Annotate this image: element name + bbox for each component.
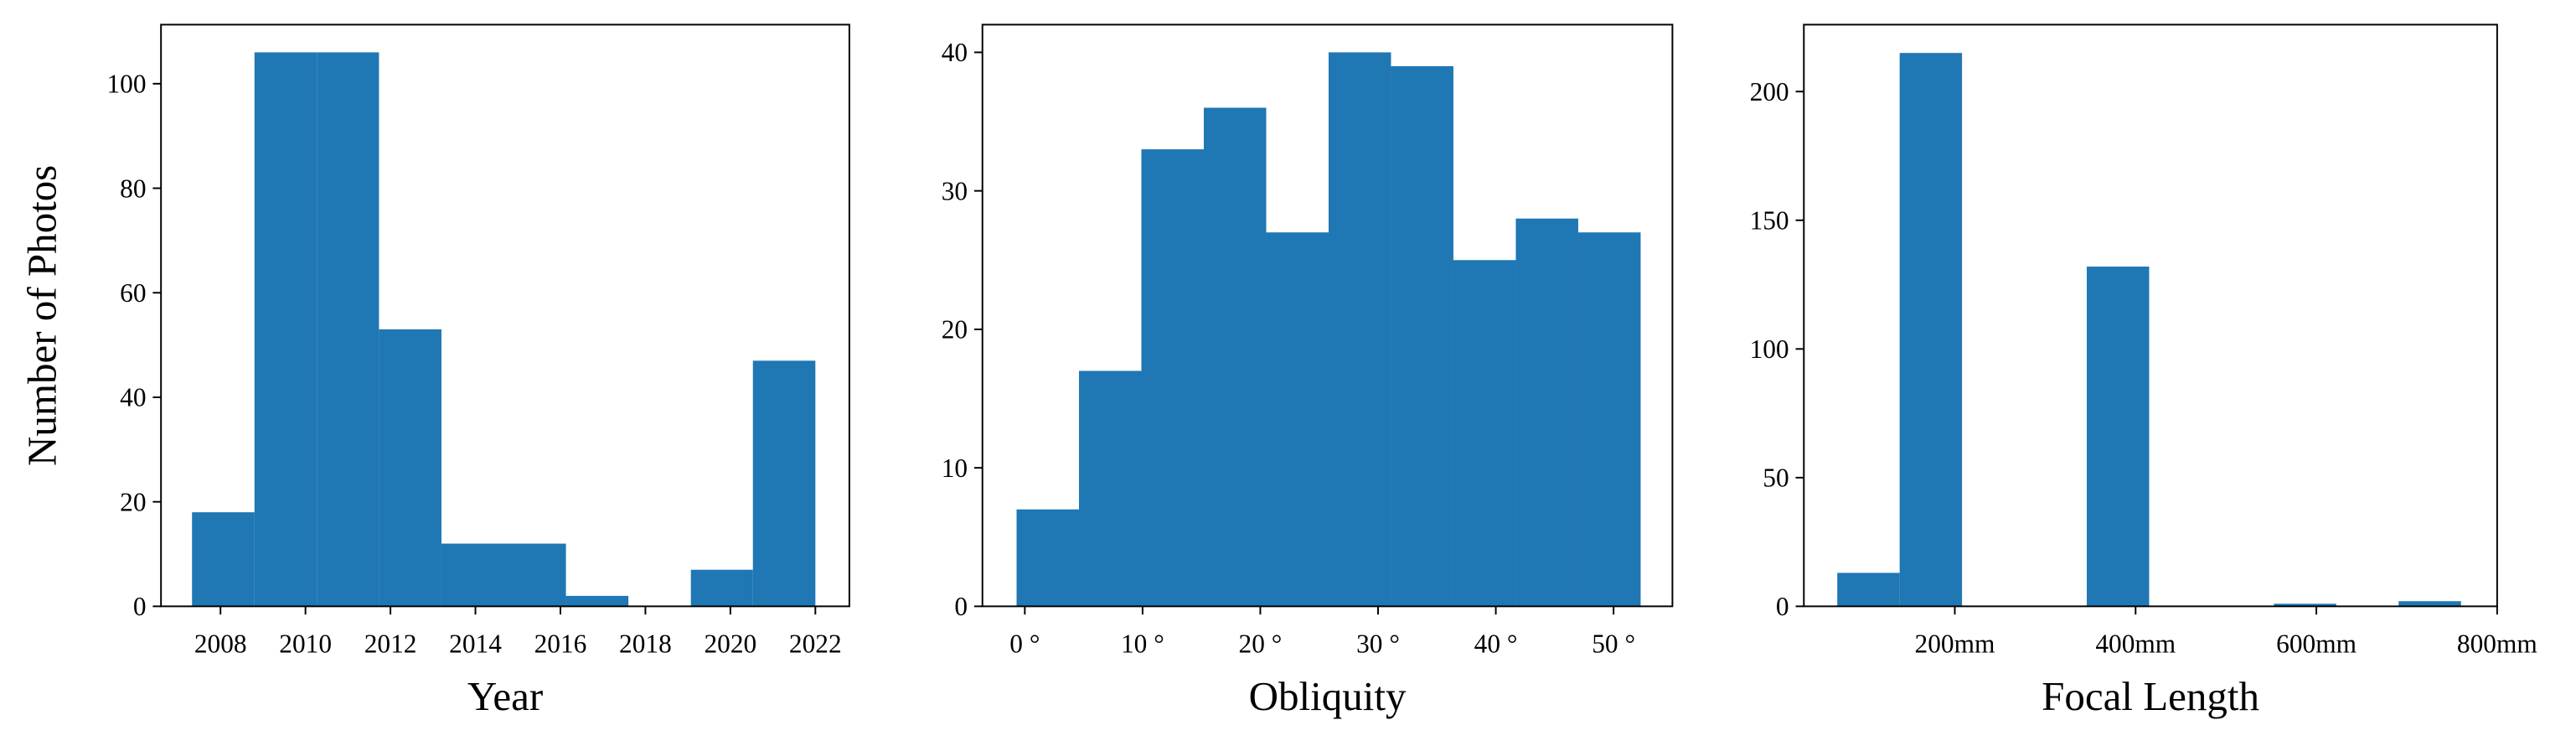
x-tick-label: 600mm [2276, 629, 2357, 658]
axes-frame [981, 23, 1674, 608]
bar [503, 543, 566, 607]
x-axis-label: Obliquity [1249, 673, 1407, 719]
y-tick-label: 40 [120, 383, 146, 412]
bar [1141, 149, 1204, 607]
bar [1328, 52, 1391, 607]
x-axis-label: Focal Length [2042, 673, 2259, 719]
bar [1203, 107, 1267, 607]
bar [1078, 370, 1142, 607]
y-tick-label: 80 [120, 174, 146, 203]
bar [690, 569, 753, 607]
bar [752, 360, 816, 607]
bar [379, 329, 441, 607]
bar [254, 52, 317, 607]
bar [2274, 604, 2336, 607]
subplot: 0 20 40 60 80 100 2008 2010 2012 2014 2016 2018 2020… [19, 23, 850, 719]
x-tick-label: 800mm [2457, 629, 2537, 658]
x-tick-label: 20 ° [1239, 629, 1283, 658]
x-tick-label: 2014 [449, 629, 502, 658]
axes-frame [160, 23, 850, 608]
x-tick-label: 400mm [2095, 629, 2176, 658]
x-tick-label: 2016 [534, 629, 587, 658]
bar [1266, 232, 1329, 607]
bar [2398, 601, 2461, 607]
y-tick-label: 20 [120, 487, 146, 516]
y-tick-label: 10 [942, 453, 968, 483]
y-tick-label: 0 [1776, 592, 1789, 621]
x-tick-label: 2008 [194, 629, 247, 658]
x-tick-label: 2018 [619, 629, 672, 658]
y-tick-label: 50 [1763, 464, 1789, 493]
x-tick-label: 10 ° [1121, 629, 1164, 658]
y-tick-label: 20 [942, 315, 968, 345]
bar [1453, 260, 1516, 607]
bar [441, 543, 504, 607]
x-tick-label: 2010 [279, 629, 332, 658]
bar [192, 512, 255, 607]
subplot: 0 50 100 150 200 200mm 400mm 600mm 800mm Focal Le… [1750, 23, 2537, 719]
bar [1515, 218, 1578, 607]
y-tick-label: 60 [120, 278, 146, 308]
y-tick-label: 150 [1750, 206, 1789, 236]
x-tick-label: 0 ° [1009, 629, 1040, 658]
bar [2087, 267, 2150, 607]
axes-frame [1803, 23, 2498, 608]
bar [1391, 65, 1453, 607]
x-tick-label: 2022 [789, 629, 842, 658]
bar [1899, 53, 1963, 607]
y-tick-label: 100 [106, 70, 146, 99]
x-tick-label: 2020 [704, 629, 756, 658]
y-tick-label: 30 [942, 176, 968, 205]
x-tick-label: 2012 [364, 629, 417, 658]
y-tick-label: 100 [1750, 334, 1789, 364]
x-tick-label: 50 ° [1592, 629, 1635, 658]
bar [1016, 509, 1079, 607]
x-tick-label: 40 ° [1474, 629, 1518, 658]
y-tick-label: 0 [954, 592, 968, 621]
x-tick-label: 30 ° [1356, 629, 1400, 658]
x-tick-label: 200mm [1915, 629, 1995, 658]
y-tick-label: 40 [942, 38, 968, 67]
bar [565, 595, 629, 607]
x-axis-label: Year [467, 673, 543, 719]
y-axis-label: Number of Photos [19, 165, 65, 466]
bar [1837, 572, 1900, 607]
bar [317, 52, 379, 607]
y-tick-label: 200 [1750, 77, 1789, 106]
bar [1577, 232, 1641, 607]
subplot: 0 10 20 30 40 0 ° 10 ° 20 ° 30 ° 40 ° 50 ° Obliquit… [942, 23, 1674, 719]
y-tick-label: 0 [133, 592, 147, 621]
